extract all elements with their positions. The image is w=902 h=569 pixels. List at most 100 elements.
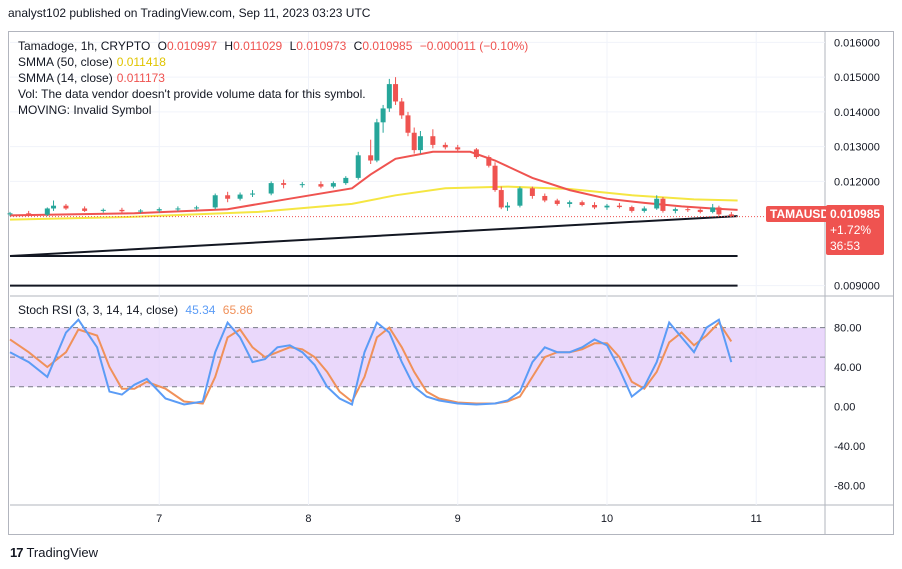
stoch-k-line: [9, 318, 733, 406]
candle-body: [660, 198, 666, 211]
candle-body: [498, 190, 504, 208]
smma-50-line: [9, 185, 738, 221]
legend-symbol: Tamadoge, 1h, CRYPTO: [18, 39, 151, 53]
candle-body: [554, 200, 560, 204]
stoch-d-value: 65.86: [222, 303, 253, 317]
candle-body: [728, 214, 734, 217]
candle-body: [710, 207, 716, 212]
legend-close: C0.010985: [353, 39, 413, 53]
candle-body: [473, 149, 479, 158]
legend-high: H0.011029: [224, 39, 283, 53]
candle-body: [629, 207, 635, 211]
trendline: [9, 215, 738, 258]
candle-body: [393, 84, 399, 102]
candle-body: [592, 204, 598, 208]
candle-body: [716, 207, 722, 215]
price-pane: [7, 77, 825, 287]
legend-moving-note: MOVING: Invalid Symbol: [18, 103, 152, 117]
candle-body: [138, 210, 144, 212]
candle-body: [368, 155, 374, 161]
candle-body: [486, 157, 492, 166]
candle-body: [442, 144, 448, 148]
stoch-tick-label: 0.00: [834, 401, 855, 413]
price-tick-label: 0.015000: [834, 72, 880, 84]
stoch-tick-label: 40.00: [834, 362, 862, 374]
stoch-d-line: [9, 321, 733, 405]
price-tick-label: 0.012000: [834, 176, 880, 188]
legend-volume-note: Vol: The data vendor doesn't provide vol…: [18, 87, 366, 101]
candle-body: [355, 155, 361, 178]
legend-ohlc-line: Tamadoge, 1h, CRYPTO O0.010997 H0.011029…: [18, 38, 532, 54]
candle-body: [685, 209, 691, 211]
candle-body: [299, 184, 305, 186]
legend-stoch-rsi: Stoch RSI (3, 3, 14, 14, close) 45.34 65…: [18, 303, 253, 317]
legend-open: O0.010997: [157, 39, 218, 53]
candle-body: [175, 208, 181, 210]
smma-14-line: [9, 150, 738, 217]
candle-body: [318, 184, 324, 187]
stoch-tick-label: 80.00: [834, 323, 862, 335]
candle-body: [281, 183, 287, 185]
candle-body: [26, 213, 32, 215]
price-tag-countdown: 36:53: [830, 239, 861, 253]
candle-body: [654, 198, 660, 209]
candle-body: [579, 202, 585, 205]
candle-body: [386, 84, 392, 109]
candle-body: [225, 195, 231, 199]
candle-body: [100, 209, 106, 211]
price-tick-label: 0.016000: [834, 37, 880, 49]
candle-body: [194, 207, 200, 209]
candle-body: [641, 208, 647, 211]
candle-body: [268, 183, 274, 194]
candle-body: [616, 205, 622, 208]
stoch-k-value: 45.34: [185, 303, 216, 317]
price-tag-change: +1.72%: [830, 223, 872, 237]
candle-body: [82, 208, 88, 211]
legend-low: L0.010973: [289, 39, 347, 53]
publisher-header: analyst102 published on TradingView.com,…: [8, 6, 371, 20]
candle-body: [430, 136, 436, 145]
candle-body: [250, 193, 256, 195]
candle-body: [417, 136, 423, 151]
legend-change: −0.000011 (−0.10%): [419, 39, 529, 53]
candle-body: [567, 202, 573, 204]
price-tag-price: 0.010985: [830, 207, 881, 221]
price-tag-box: 0.010985 +1.72% 36:53: [826, 205, 885, 255]
candle-body: [156, 209, 162, 211]
chart-frame: [8, 31, 894, 535]
candle-body: [672, 209, 678, 211]
candle-body: [517, 188, 523, 206]
candle-body: [399, 101, 405, 116]
tradingview-brand: TradingView: [26, 545, 99, 560]
x-tick-label: 10: [601, 513, 613, 525]
candle-body: [455, 147, 461, 150]
candle-body: [697, 209, 703, 212]
legend-sma14: SMMA (14, close) 0.011173: [18, 71, 165, 85]
candle-body: [411, 132, 417, 151]
x-tick-label: 11: [751, 513, 762, 525]
x-tick-label: 8: [305, 513, 311, 525]
candle-body: [374, 122, 380, 161]
candle-body: [380, 108, 386, 123]
candle-body: [405, 115, 411, 133]
stoch-tick-label: -80.00: [834, 480, 865, 492]
tradingview-footer[interactable]: 17 TradingView: [10, 545, 98, 560]
candle-body: [492, 165, 498, 191]
candle-body: [504, 205, 510, 208]
tradingview-logo-icon: 17: [10, 545, 24, 560]
candle-body: [237, 194, 243, 199]
price-tick-label: 0.009000: [834, 281, 880, 293]
candle-body: [330, 183, 336, 187]
price-tick-label: 0.013000: [834, 142, 880, 154]
candle-body: [44, 208, 50, 215]
candle-body: [7, 213, 13, 215]
candle-body: [529, 188, 535, 196]
candle-body: [343, 177, 349, 184]
stoch-rsi-pane: [9, 318, 825, 406]
candle-body: [119, 209, 125, 212]
candle-body: [542, 195, 548, 201]
candle-body: [212, 195, 218, 208]
x-tick-label: 9: [455, 513, 461, 525]
x-tick-label: 7: [156, 513, 162, 525]
